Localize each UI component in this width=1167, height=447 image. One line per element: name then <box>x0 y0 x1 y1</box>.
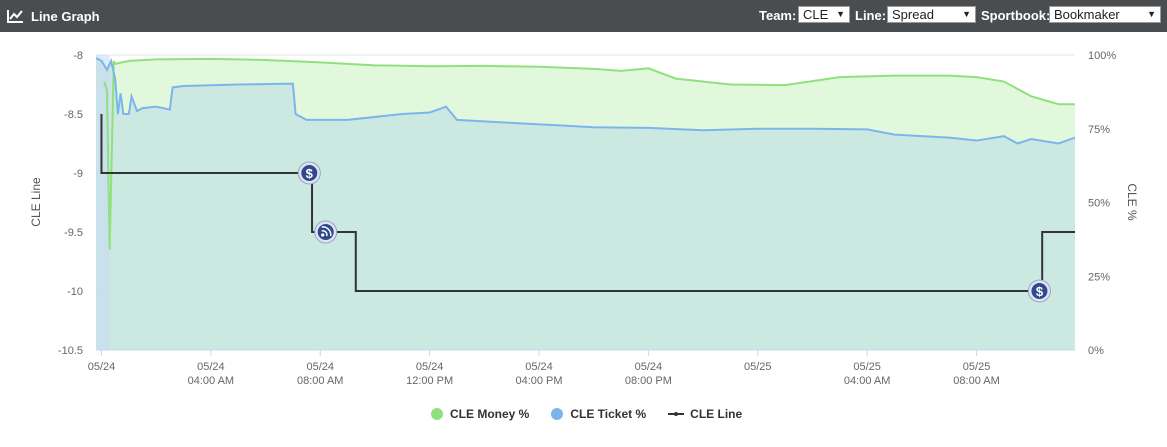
header-title-group: Line Graph <box>7 0 100 32</box>
x-tick-label: 12:00 PM <box>406 375 453 387</box>
x-tick-label: 05/24 <box>635 361 663 373</box>
line-graph-chart: -8 -8.5 -9 -9.5 -10 -10.5 100% 75% 50% 25% 0% 05/24… <box>29 50 1139 387</box>
y-left-tick-label: -9.5 <box>64 227 83 239</box>
series-line-cle <box>100 114 1075 292</box>
x-tick-label: 04:00 AM <box>844 375 890 387</box>
marker-glyph <box>321 226 332 237</box>
y-left-tick-label: -10.5 <box>58 345 83 357</box>
caret-down-icon: ▼ <box>1147 9 1156 19</box>
line-select-value: Spread <box>892 7 934 22</box>
team-select[interactable]: CLE ▼ <box>798 6 850 23</box>
x-tick-label: 04:00 PM <box>515 375 562 387</box>
x-tick-label: 05/24 <box>525 361 553 373</box>
y-left-tick-label: -10 <box>67 286 83 298</box>
y-right-tick-label: 50% <box>1088 198 1110 210</box>
caret-down-icon: ▼ <box>836 9 845 19</box>
legend-item-ticket[interactable]: CLE Ticket % <box>551 407 646 421</box>
y-right-tick-label: 100% <box>1088 50 1116 62</box>
x-tick-label: 08:00 AM <box>297 375 343 387</box>
x-tick-label: 08:00 PM <box>625 375 672 387</box>
x-tick-label: 05/24 <box>88 361 116 373</box>
legend-label-money: CLE Money % <box>450 407 530 421</box>
team-label: Team: <box>759 8 797 23</box>
marker-glyph: $ <box>306 166 314 181</box>
legend-item-money[interactable]: CLE Money % <box>431 407 529 421</box>
legend-item-line[interactable]: CLE Line <box>668 407 742 421</box>
area-layer <box>96 55 1075 351</box>
series-line-money <box>103 57 1075 250</box>
legend-swatch-ticket <box>551 408 564 420</box>
marker-glyph <box>321 230 328 237</box>
page-title: Line Graph <box>31 8 100 24</box>
x-tick-label: 05/25 <box>963 361 991 373</box>
y-axis-right-title: CLE % <box>1125 183 1139 221</box>
x-tick-label: 05/24 <box>306 361 334 373</box>
legend-swatch-money <box>431 408 443 420</box>
dollar-icon[interactable]: $ <box>297 161 321 185</box>
y-left-tick-label: -8 <box>73 50 83 62</box>
legend-label-ticket: CLE Ticket % <box>570 407 647 421</box>
series-start-band <box>96 55 110 350</box>
y-right-tick-label: 75% <box>1088 124 1110 136</box>
y-left-tick-label: -9 <box>73 168 83 180</box>
line-chart-icon <box>7 10 23 23</box>
series-line-ticket <box>95 57 1076 145</box>
header-bar: Line Graph Team: CLE ▼ Line: Spread ▼ Sp… <box>0 0 1167 32</box>
line-select[interactable]: Spread ▼ <box>887 6 976 23</box>
marker-inner <box>301 165 318 181</box>
y-axis-left-title: CLE Line <box>29 177 43 227</box>
legend-label-line: CLE Line <box>690 407 743 421</box>
chart-legend: CLE Money % CLE Ticket % CLE Line <box>431 404 764 424</box>
caret-down-icon: ▼ <box>962 9 971 19</box>
dollar-icon[interactable]: $ <box>1027 279 1051 303</box>
y-right-tick-label: 0% <box>1088 345 1104 357</box>
x-tick-label: 05/25 <box>853 361 881 373</box>
axis-layer: -8 -8.5 -9 -9.5 -10 -10.5 100% 75% 50% 25% 0% 05/24… <box>58 50 1116 387</box>
y-right-tick-label: 25% <box>1088 271 1110 283</box>
series-area-ticket <box>96 57 1075 350</box>
x-tick-label: 05/24 <box>416 361 444 373</box>
team-select-value: CLE <box>803 7 829 22</box>
x-tick-label: 05/25 <box>744 361 772 373</box>
marker-glyph: $ <box>1036 284 1044 299</box>
line-layer <box>95 57 1076 292</box>
x-tick-label: 08:00 AM <box>953 375 999 387</box>
rss-icon[interactable] <box>314 220 338 244</box>
marker-glyph <box>321 233 325 237</box>
legend-swatch-line <box>668 412 685 416</box>
marker-layer: $$ <box>297 161 1051 303</box>
x-tick-label: 05/24 <box>197 361 225 373</box>
sportsbook-select-value: Bookmaker <box>1054 7 1120 22</box>
sportsbook-select[interactable]: Bookmaker ▼ <box>1049 6 1161 23</box>
y-left-tick-label: -8.5 <box>64 109 83 121</box>
x-tick-label: 04:00 AM <box>188 375 234 387</box>
marker-inner <box>1031 283 1048 299</box>
sportsbook-label: Sportbook: <box>981 8 1051 23</box>
line-label: Line: <box>855 8 887 23</box>
